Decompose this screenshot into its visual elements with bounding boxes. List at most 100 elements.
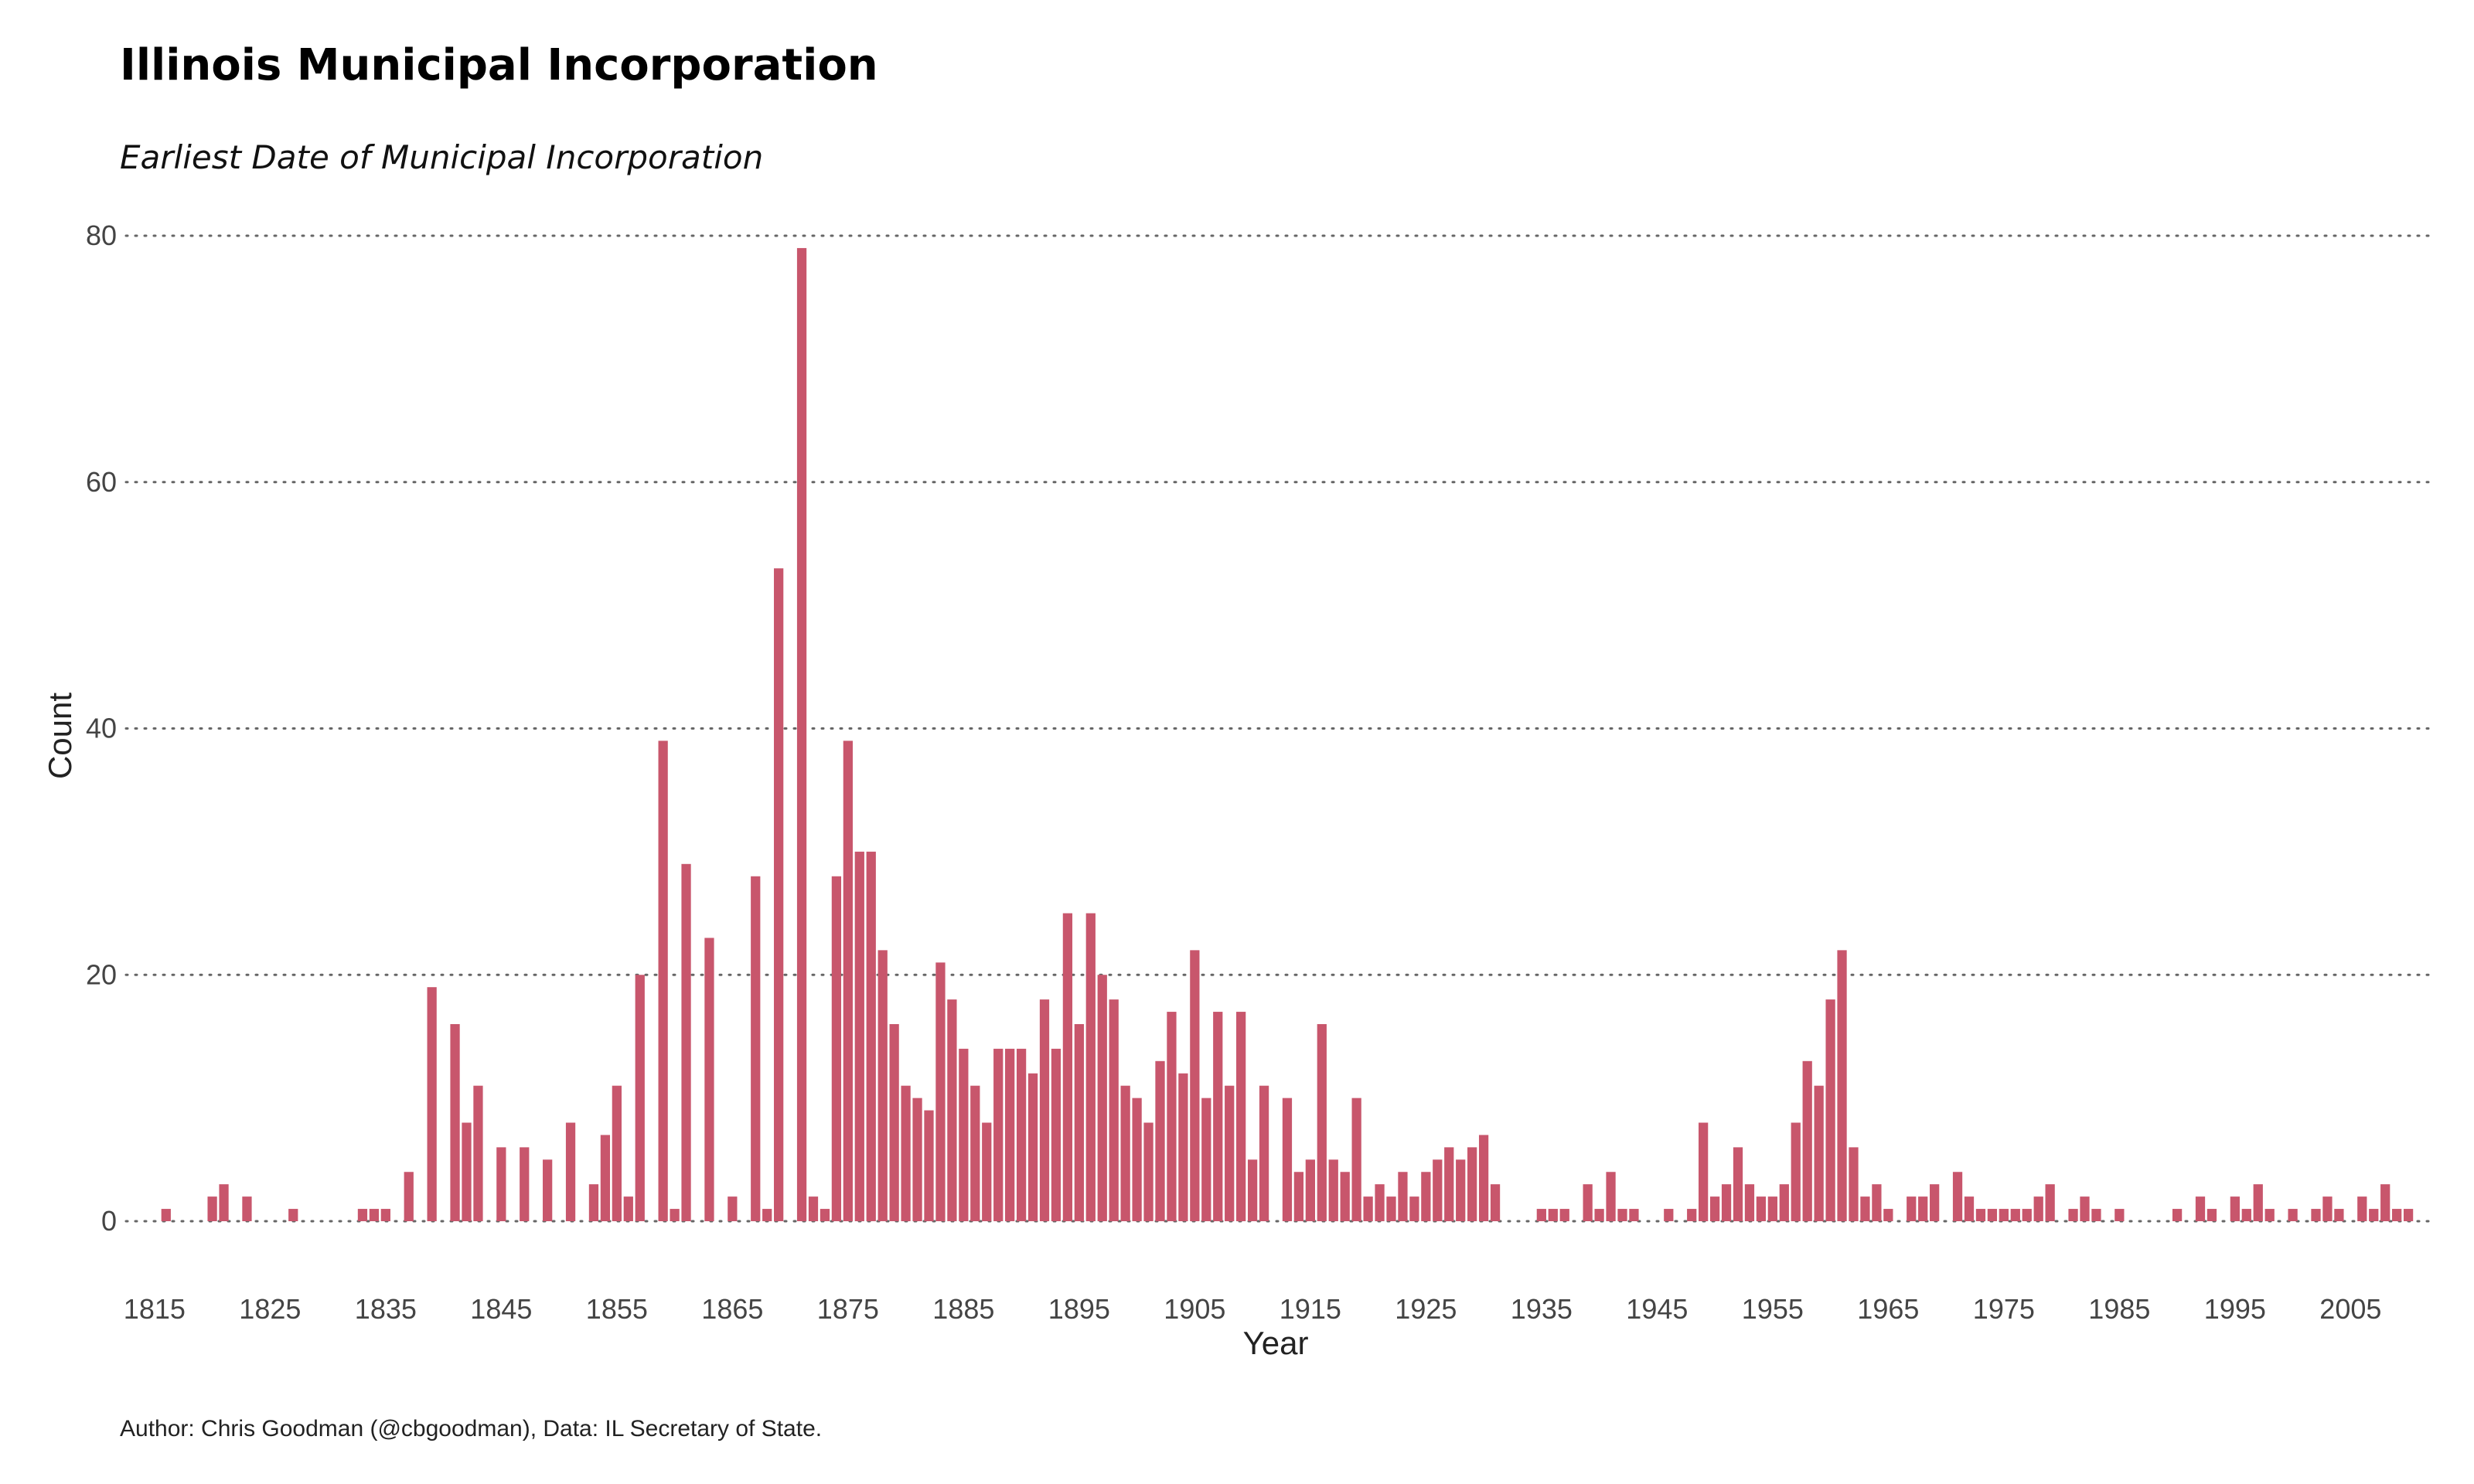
y-tick-label: 80 — [86, 220, 117, 251]
bar-1919 — [1351, 1098, 1361, 1221]
bar-1879 — [889, 1024, 899, 1221]
x-tick-label: 1845 — [470, 1293, 532, 1325]
bar-1946 — [1664, 1209, 1674, 1221]
bar-1981 — [2068, 1209, 2078, 1221]
bar-1903 — [1167, 1012, 1177, 1221]
bar-1995 — [2230, 1196, 2240, 1221]
bar-1871 — [796, 247, 807, 1221]
bar-1943 — [1629, 1209, 1639, 1221]
bar-1894 — [1062, 913, 1073, 1221]
bar-1872 — [808, 1196, 819, 1221]
bar-1865 — [728, 1196, 738, 1221]
bar-1931 — [1490, 1184, 1501, 1221]
bar-1885 — [959, 1048, 969, 1221]
chart-title: Illinois Municipal Incorporation — [120, 40, 878, 90]
x-tick-label: 1855 — [586, 1293, 648, 1325]
x-axis-title: Year — [1243, 1325, 1309, 1361]
bar-1990 — [2172, 1209, 2183, 1221]
bar-1975 — [1999, 1209, 2009, 1221]
x-tick-label: 1905 — [1164, 1293, 1225, 1325]
bar-1950 — [1709, 1196, 1720, 1221]
x-axis-ticks: 1815 1825 1835 1845 1855 1865 1875 1885 1895 1905… — [124, 1293, 2382, 1325]
bar-1839 — [427, 987, 437, 1221]
bar-1891 — [1027, 1073, 1038, 1221]
bar-1856 — [623, 1196, 633, 1221]
y-tick-label: 20 — [86, 958, 117, 990]
bar-1976 — [2010, 1209, 2020, 1221]
x-tick-label: 1875 — [817, 1293, 879, 1325]
bar-1928 — [1456, 1159, 1466, 1221]
bar-1924 — [1409, 1196, 1419, 1221]
chart-subtitle: Earliest Date of Municipal Incorporation — [120, 138, 763, 176]
bar-1867 — [751, 876, 761, 1221]
x-tick-label: 1885 — [932, 1293, 994, 1325]
bar-1997 — [2253, 1184, 2263, 1221]
x-tick-label: 1895 — [1048, 1293, 1110, 1325]
bar-1857 — [635, 975, 645, 1221]
x-tick-label: 2005 — [2319, 1293, 2381, 1325]
x-tick-label: 1955 — [1742, 1293, 1804, 1325]
x-tick-label: 1995 — [2204, 1293, 2266, 1325]
bar-1843 — [473, 1085, 483, 1221]
bar-1913 — [1282, 1098, 1293, 1221]
bar-1888 — [993, 1048, 1004, 1221]
bar-1961 — [1837, 950, 1847, 1221]
bar-1895 — [1074, 1024, 1084, 1221]
bar-1893 — [1051, 1048, 1062, 1221]
bar-2003 — [2322, 1196, 2333, 1221]
x-tick-label: 1915 — [1280, 1293, 1341, 1325]
bar-1909 — [1236, 1012, 1246, 1221]
bar-1914 — [1293, 1172, 1304, 1221]
bar-1907 — [1213, 1012, 1223, 1221]
x-tick-label: 1825 — [239, 1293, 301, 1325]
bar-1951 — [1721, 1184, 1732, 1221]
y-tick-label: 60 — [86, 466, 117, 498]
bar-1906 — [1201, 1098, 1211, 1221]
x-tick-label: 1975 — [1973, 1293, 2035, 1325]
bar-1861 — [681, 863, 691, 1221]
bar-1908 — [1225, 1085, 1235, 1221]
bar-1983 — [2091, 1209, 2101, 1221]
bar-1820 — [207, 1196, 217, 1221]
bar-1827 — [288, 1209, 298, 1221]
x-tick-label: 1935 — [1511, 1293, 1573, 1325]
bar-1979 — [2045, 1184, 2055, 1221]
x-tick-label: 1925 — [1395, 1293, 1457, 1325]
bar-2009 — [2392, 1209, 2402, 1221]
bar-2002 — [2311, 1209, 2321, 1221]
bar-1847 — [520, 1147, 530, 1221]
bar-1927 — [1444, 1147, 1454, 1221]
bar-1878 — [877, 950, 888, 1221]
bar-1941 — [1606, 1172, 1616, 1221]
bar-1974 — [1987, 1209, 1998, 1221]
bar-1899 — [1120, 1085, 1130, 1221]
chart-caption: Author: Chris Goodman (@cbgoodman), Data… — [120, 1416, 822, 1441]
bar-1998 — [2264, 1209, 2275, 1221]
bar-1890 — [1016, 1048, 1027, 1221]
bar-1936 — [1548, 1209, 1558, 1221]
bar-1923 — [1398, 1172, 1408, 1221]
bar-1841 — [450, 1024, 460, 1221]
bar-1855 — [612, 1085, 622, 1221]
bar-1905 — [1190, 950, 1200, 1221]
gridlines — [124, 234, 2433, 1223]
bar-1964 — [1872, 1184, 1882, 1221]
bar-1882 — [924, 1110, 934, 1221]
bar-1887 — [982, 1122, 992, 1221]
bar-1967 — [1907, 1196, 1917, 1221]
x-tick-label: 1815 — [124, 1293, 186, 1325]
x-tick-label: 1865 — [701, 1293, 763, 1325]
bar-1880 — [901, 1085, 911, 1221]
x-tick-label: 1965 — [1857, 1293, 1919, 1325]
bar-2006 — [2357, 1196, 2367, 1221]
y-tick-label: 0 — [101, 1205, 117, 1237]
bar-1949 — [1699, 1122, 1709, 1221]
bar-1835 — [380, 1209, 390, 1221]
bar-1962 — [1849, 1147, 1859, 1221]
bar-1877 — [866, 851, 876, 1221]
bar-1863 — [704, 938, 714, 1221]
bar-1930 — [1478, 1135, 1489, 1221]
bar-1952 — [1733, 1147, 1743, 1221]
bar-1937 — [1559, 1209, 1569, 1221]
bar-1868 — [762, 1209, 772, 1221]
